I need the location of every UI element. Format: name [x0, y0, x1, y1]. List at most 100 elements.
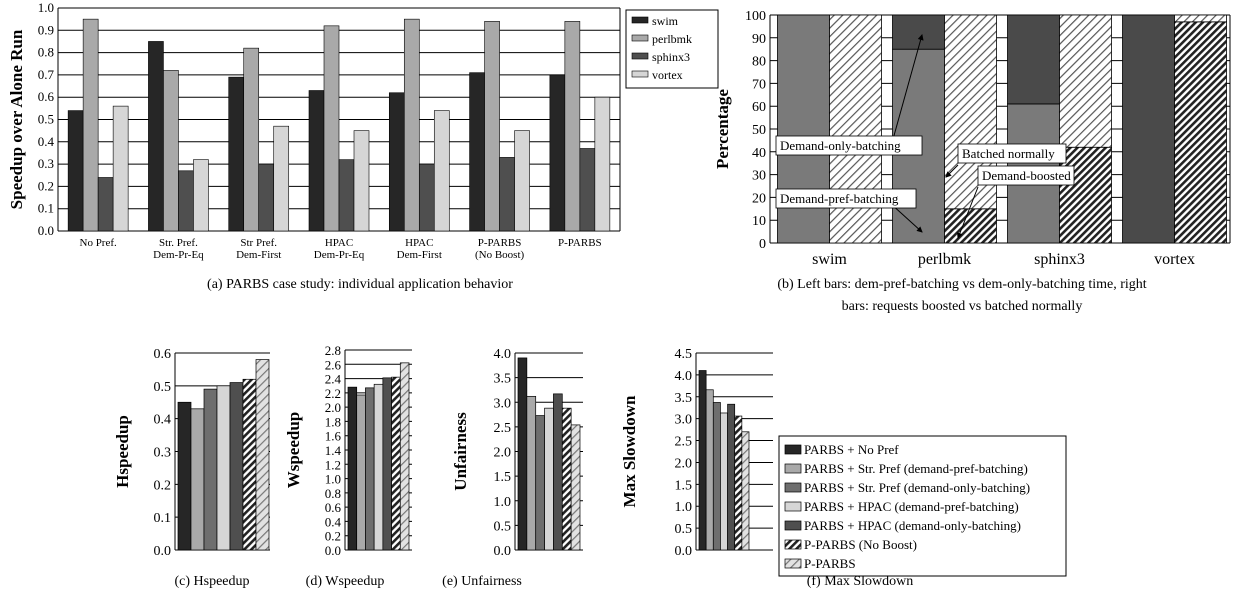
chart-b-ytick-label: 50 — [752, 123, 766, 138]
chart-a-bar-perlbmk — [82, 18, 99, 232]
chart-d-ytick-label: 0.4 — [325, 514, 342, 529]
chart-b-bar-batched-normally — [1059, 14, 1112, 148]
chart-f-bar — [698, 370, 707, 551]
chart-a-ytick-label: 0.1 — [38, 201, 54, 216]
chart-d-ytick-label: 1.0 — [325, 472, 341, 487]
chart-a-ytick-label: 0.9 — [38, 22, 54, 37]
chart-f-bar — [712, 402, 721, 551]
chart-c-ylabel: Hspeedup — [113, 415, 132, 488]
chart-a-legend-label: perlbmk — [652, 32, 692, 46]
chart-a-speedup-per-application: 0.0 0.1 0.2 0.3 0.4 0.5 0.6 0.7 0.8 0.9 1.0 Speedup… — [7, 0, 719, 261]
chart-e-bar — [517, 357, 528, 551]
bottom-legend-swatch — [784, 520, 802, 531]
bottom-legend-swatch — [784, 558, 802, 569]
chart-e-ylabel: Unfairness — [451, 412, 470, 491]
chart-b-annotation-arrow — [945, 164, 959, 178]
bottom-legend-swatch — [784, 444, 802, 455]
chart-d-ylabel: Wspeedup — [284, 412, 303, 489]
chart-b-annotation-box — [977, 165, 1075, 186]
chart-a-category-label: P-PARBS — [558, 237, 602, 249]
chart-c-ytick-label: 0.6 — [154, 347, 172, 362]
chart-b-annotation-label: Demand-pref-batching — [780, 191, 899, 206]
chart-b-annotation-label: Demand-only-batching — [780, 138, 901, 153]
chart-b-ytick-label: 0 — [759, 237, 766, 252]
chart-d-ytick-label: 2.8 — [325, 343, 341, 358]
chart-e-ytick-label: 2.5 — [494, 421, 512, 436]
chart-a-bar-swim — [67, 110, 84, 232]
chart-f-ytick-label: 4.5 — [675, 347, 693, 362]
chart-a-bar-sphinx3 — [97, 177, 114, 232]
chart-c-caption: (c) Hspeedup — [174, 574, 249, 589]
chart-b-bar-batched-normally — [829, 14, 882, 244]
chart-a-legend-label: swim — [652, 14, 679, 28]
chart-b-bar-demand-pref-batching — [777, 14, 830, 244]
chart-b-ytick-label: 80 — [752, 55, 766, 70]
chart-f-ytick-label: 2.5 — [675, 435, 693, 450]
chart-f-bar — [727, 403, 736, 551]
chart-d-ytick-label: 1.2 — [325, 457, 341, 472]
chart-a-category-label: Dem-First — [236, 249, 281, 261]
chart-a-bar-swim — [228, 76, 245, 232]
chart-e-ytick-label: 1.5 — [494, 470, 512, 485]
chart-b-ytick-label: 10 — [752, 214, 766, 229]
chart-a-bar-vortex — [273, 125, 290, 232]
chart-b-bar-demand-only-batching — [1007, 14, 1060, 105]
chart-a-legend-swatch-swim — [631, 16, 649, 24]
bottom-legend-label: PARBS + HPAC (demand-only-batching) — [804, 518, 1021, 533]
chart-c-bar — [229, 382, 244, 551]
chart-d-ytick-label: 1.6 — [325, 429, 342, 444]
chart-a-category-label: P-PARBS — [478, 237, 522, 249]
chart-b-ytick-label: 70 — [752, 77, 766, 92]
chart-d-ytick-label: 0.0 — [325, 543, 341, 558]
chart-b-ytick-label: 60 — [752, 100, 766, 115]
chart-f-ytick-label: 0.0 — [675, 544, 693, 559]
chart-a-bar-sphinx3 — [579, 148, 596, 232]
chart-a-legend-swatch-vortex — [631, 70, 649, 78]
chart-d-ytick-label: 2.4 — [325, 372, 342, 387]
chart-b-category-label: perlbmk — [918, 251, 971, 268]
bottom-legend-box — [778, 435, 1067, 577]
chart-d-ytick-label: 2.6 — [325, 357, 342, 372]
chart-c-ytick-label: 0.5 — [154, 380, 172, 395]
chart-c-bar — [242, 378, 257, 551]
chart-d-ytick-label: 2.0 — [325, 400, 341, 415]
chart-f-ytick-label: 4.0 — [675, 369, 693, 384]
chart-f-ytick-label: 3.0 — [675, 413, 693, 428]
chart-a-bar-sphinx3 — [499, 157, 515, 232]
chart-f-ylabel: Max Slowdown — [620, 395, 639, 507]
chart-d-bar — [399, 362, 410, 551]
chart-d-bar — [373, 383, 384, 551]
chart-e-ytick-label: 0.5 — [494, 519, 512, 534]
chart-a-ytick-label: 0.6 — [38, 89, 55, 104]
chart-c-bar — [190, 408, 205, 551]
chart-d-ytick-label: 0.6 — [325, 500, 342, 515]
chart-f-max-slowdown: 0.0 0.5 1.0 1.5 2.0 2.5 3.0 3.5 4.0 4.5 Max Slowdo… — [620, 347, 773, 559]
chart-a-bar-swim — [388, 92, 405, 232]
chart-e-bar — [526, 395, 537, 551]
chart-a-bar-perlbmk — [403, 18, 420, 232]
chart-c-bar — [177, 401, 192, 551]
chart-b-annotation-arrow — [957, 186, 979, 239]
chart-a-bar-vortex — [353, 130, 370, 232]
chart-a-ytick-label: 0.3 — [38, 156, 54, 171]
chart-a-bar-swim — [469, 72, 485, 232]
chart-b-annotation-box — [775, 188, 917, 209]
chart-b-bar-demand-boosted — [1174, 21, 1227, 244]
chart-f-ytick-label: 2.0 — [675, 456, 693, 471]
chart-b-ytick-label: 90 — [752, 32, 766, 47]
chart-a-bar-vortex — [193, 159, 209, 232]
bottom-legend-label: P-PARBS — [804, 556, 856, 571]
chart-a-ytick-label: 0.8 — [38, 45, 54, 60]
chart-d-caption: (d) Wspeedup — [306, 574, 385, 589]
bottom-legend-swatch — [784, 539, 802, 550]
chart-b-percentage-breakdown: 0 10 20 30 40 50 60 70 80 90 100 Percentage swim perl… — [713, 9, 1231, 268]
chart-e-bar — [535, 415, 545, 551]
chart-b-caption-line2: bars: requests boosted vs batched normal… — [842, 299, 1083, 314]
chart-f-bar — [741, 431, 750, 551]
chart-e-bar — [544, 407, 554, 551]
chart-b-ytick-label: 100 — [745, 9, 766, 24]
chart-d-ytick-label: 1.4 — [325, 443, 342, 458]
chart-e-bar — [553, 393, 563, 551]
chart-d-bar — [391, 376, 401, 551]
chart-f-ytick-label: 3.5 — [675, 391, 693, 406]
